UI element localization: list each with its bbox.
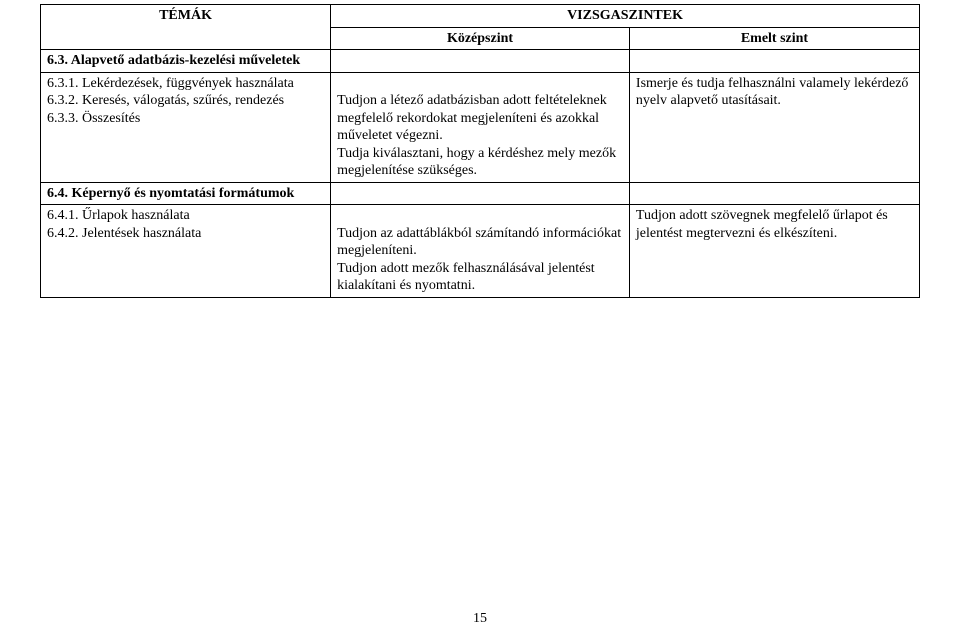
row-6-3-heading: 6.3. Alapvető adatbázis-kezelési művelet…	[41, 50, 920, 73]
cell-6-4-items: 6.4.1. Űrlapok használata 6.4.2. Jelenté…	[41, 205, 331, 298]
col-header-temak: TÉMÁK	[41, 5, 331, 50]
text-6-3-1: 6.3.1. Lekérdezések, függvények használa…	[47, 75, 324, 93]
page: TÉMÁK VIZSGASZINTEK Középszint Emelt szi…	[0, 0, 960, 641]
cell-6-3-right: Ismerje és tudja felhasználni valamely l…	[629, 72, 919, 182]
text-6-3-2: 6.3.2. Keresés, válogatás, szűrés, rende…	[47, 92, 324, 110]
text-6-4-mid: Tudjon az adattáblákból számítandó infor…	[337, 226, 621, 294]
col-superheader-text: VIZSGASZINTEK	[567, 8, 683, 23]
col-header-temak-text: TÉMÁK	[159, 8, 212, 23]
cell-6-4-right-empty	[629, 182, 919, 205]
cell-6-3-items: 6.3.1. Lekérdezések, függvények használa…	[41, 72, 331, 182]
cell-6-3-heading: 6.3. Alapvető adatbázis-kezelési művelet…	[41, 50, 331, 73]
row-6-4-heading: 6.4. Képernyő és nyomtatási formátumok	[41, 182, 920, 205]
text-6-3-heading: 6.3. Alapvető adatbázis-kezelési művelet…	[47, 53, 300, 68]
text-6-3-mid: Tudjon a létező adatbázisban adott felté…	[337, 93, 616, 178]
page-number-text: 15	[473, 611, 487, 626]
text-6-4-right: Tudjon adott szövegnek megfelelő űrlapot…	[636, 208, 888, 241]
text-6-3-right: Ismerje és tudja felhasználni valamely l…	[636, 76, 909, 109]
row-6-4-items: 6.4.1. Űrlapok használata 6.4.2. Jelenté…	[41, 205, 920, 298]
col-header-emeltszint-text: Emelt szint	[741, 31, 808, 46]
cell-6-3-mid: Tudjon a létező adatbázisban adott felté…	[331, 72, 630, 182]
cell-6-4-mid-empty	[331, 182, 630, 205]
table-header-row-1: TÉMÁK VIZSGASZINTEK	[41, 5, 920, 28]
col-header-emeltszint: Emelt szint	[629, 27, 919, 50]
row-6-3-items: 6.3.1. Lekérdezések, függvények használa…	[41, 72, 920, 182]
cell-6-4-mid: Tudjon az adattáblákból számítandó infor…	[331, 205, 630, 298]
cell-6-3-right-empty	[629, 50, 919, 73]
text-6-4-1: 6.4.1. Űrlapok használata	[47, 207, 324, 225]
curriculum-table: TÉMÁK VIZSGASZINTEK Középszint Emelt szi…	[40, 4, 920, 298]
text-6-4-2: 6.4.2. Jelentések használata	[47, 225, 324, 243]
cell-6-4-heading: 6.4. Képernyő és nyomtatási formátumok	[41, 182, 331, 205]
col-header-kozepszint-text: Középszint	[447, 31, 513, 46]
col-header-kozepszint: Középszint	[331, 27, 630, 50]
page-number: 15	[0, 611, 960, 627]
cell-6-3-mid-empty	[331, 50, 630, 73]
text-6-4-heading: 6.4. Képernyő és nyomtatási formátumok	[47, 186, 294, 201]
col-superheader-vizsgaszintek: VIZSGASZINTEK	[331, 5, 920, 28]
text-6-3-3: 6.3.3. Összesítés	[47, 110, 324, 128]
cell-6-4-right: Tudjon adott szövegnek megfelelő űrlapot…	[629, 205, 919, 298]
